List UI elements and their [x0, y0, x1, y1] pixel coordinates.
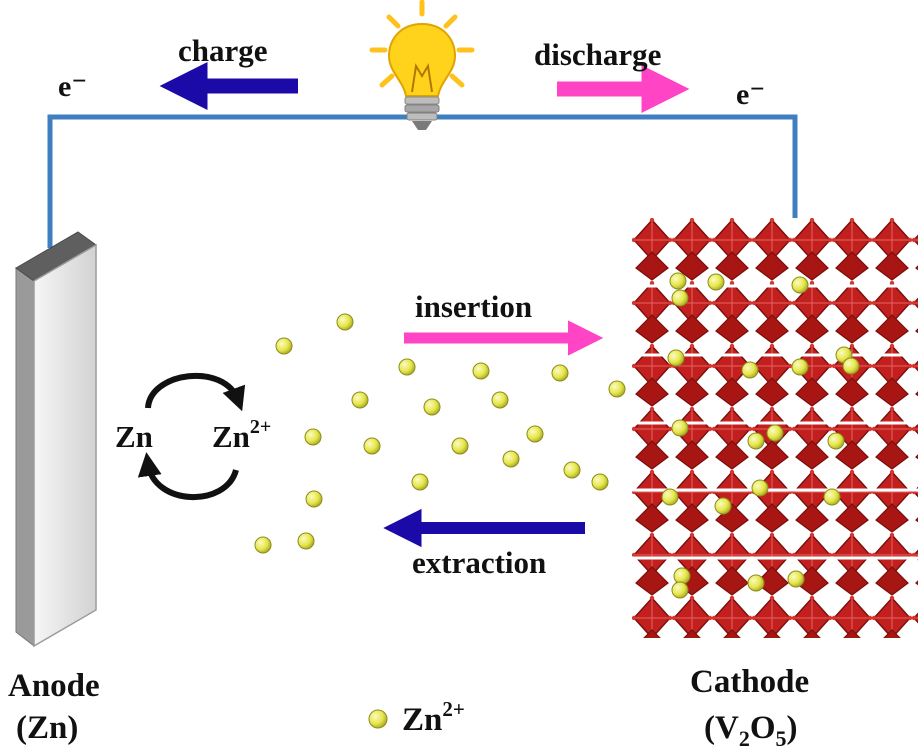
zn-ion	[502, 450, 520, 468]
zn-ion	[336, 313, 354, 331]
legend-ion-label: Zn2+	[402, 697, 465, 738]
extraction-label: extraction	[412, 545, 546, 580]
zn-ion	[667, 349, 685, 367]
anode-label: Anode	[8, 668, 100, 704]
zn-ion	[751, 479, 769, 497]
anode-electrode	[15, 231, 97, 648]
anode-material-label: (Zn)	[16, 710, 78, 746]
zn-ion	[741, 361, 759, 379]
zn-ion	[526, 425, 544, 443]
zn-ion	[423, 398, 441, 416]
zn-ion	[827, 432, 845, 450]
zn-ion	[671, 289, 689, 307]
zn-ion	[842, 357, 860, 375]
zn-ion	[491, 391, 509, 409]
zn-ion	[411, 473, 429, 491]
discharge-label: discharge	[534, 37, 661, 72]
zn-ion	[398, 358, 416, 376]
legend-zn-ion: Zn2+	[368, 697, 465, 738]
electron-label-right: e⁻	[736, 78, 765, 111]
cathode-material-label: (V2O5)	[704, 710, 798, 746]
zn-label: Zn	[115, 419, 153, 454]
zn-ion	[363, 437, 381, 455]
zn-ion	[747, 574, 765, 592]
zn-ion	[254, 536, 272, 554]
zn-ion	[551, 364, 569, 382]
zn-ion	[669, 272, 687, 290]
zn-ion	[661, 488, 679, 506]
intercalated-zn-ions	[661, 272, 860, 599]
zn-ion	[707, 273, 725, 291]
insertion-label: insertion	[415, 289, 532, 324]
cathode-label: Cathode	[690, 664, 809, 700]
zn-ion	[472, 362, 490, 380]
zn-ion	[766, 424, 784, 442]
cycle-arrows-icon	[137, 372, 246, 501]
zn-ion	[351, 391, 369, 409]
zn-ion	[297, 532, 315, 550]
zn-ion	[673, 567, 691, 585]
zn-ion	[563, 461, 581, 479]
zn-ion-label: Zn2+	[212, 416, 271, 454]
zn-ion	[747, 432, 765, 450]
zn-ion	[791, 358, 809, 376]
zn-ion	[671, 419, 689, 437]
zn-ion	[791, 276, 809, 294]
light-bulb-icon	[369, 0, 475, 130]
zn-ion	[608, 380, 626, 398]
zn-ion	[823, 488, 841, 506]
electrolyte-zn-ions	[254, 313, 626, 554]
charge-label: charge	[178, 33, 268, 68]
zn-ion	[787, 570, 805, 588]
legend-ion-marker	[368, 709, 388, 729]
zn-ion	[671, 581, 689, 599]
zn-ion	[305, 490, 323, 508]
zn-ion	[304, 428, 322, 446]
electron-label-left: e⁻	[58, 70, 87, 103]
zn-ion	[451, 437, 469, 455]
zn-ion	[275, 337, 293, 355]
zn-ion	[591, 473, 609, 491]
zn-ion	[714, 497, 732, 515]
